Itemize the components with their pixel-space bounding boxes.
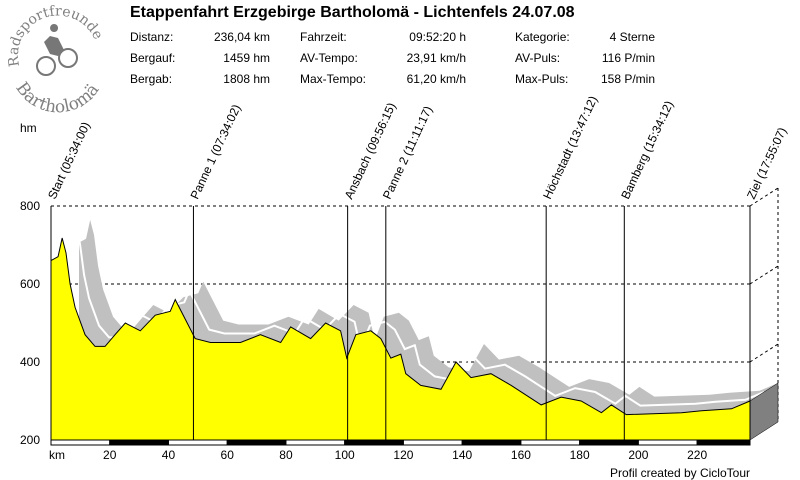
x-axis-segment [285,439,346,446]
x-axis-segment [226,439,287,446]
y-tick-label: 600 [20,277,40,291]
stat-value: 158 P/min [600,72,655,86]
stat-label: Distanz: [130,30,174,44]
logo-text-bottom: Bartholomä [11,79,103,118]
x-axis-segment [50,439,111,446]
cyclist-wheel-icon [58,48,78,68]
stat-value: 236,04 km [213,30,270,44]
x-tick-label: 120 [393,448,413,462]
profile-line [50,237,751,416]
footer-credit: Profil created by CicloTour [610,466,750,480]
marker-label: Bamberg (15:34:12) [618,99,676,202]
x-tick-label: 160 [511,448,531,462]
gridline-depth [749,343,779,363]
page-title: Etappenfahrt Erzgebirge Bartholomä - Lic… [130,4,575,21]
stat-value: 1808 hm [223,72,270,86]
stat-value: 23,91 km/h [406,51,466,65]
marker-label: Start (05:34:00) [45,120,93,201]
x-axis-segment [579,439,639,446]
x-tick-label: 40 [162,448,176,462]
stat-label: Fahrzeit: [300,30,347,44]
stat-label: Bergab: [130,72,173,86]
stat-value: 61,20 km/h [406,72,466,86]
marker-label: Ziel (17:55:07) [744,125,789,201]
x-tick-label: 20 [103,448,117,462]
logo-text-top: Radsportfreunde [6,3,106,67]
cyclist-wheel-icon [36,56,56,76]
x-axis-segment [402,439,463,446]
x-tick-label: 140 [452,448,472,462]
x-tick-label: 80 [279,448,293,462]
marker-label: Höchstadt (13:47:12) [540,94,600,201]
x-axis-segment [696,439,751,446]
x-tick-label: 220 [687,448,707,462]
stat-value: 1459 hm [223,51,270,65]
x-axis-segment [637,439,698,446]
y-tick-label: 400 [20,355,40,369]
stat-label: Kategorie: [515,30,570,44]
y-tick-label: 200 [20,433,40,447]
cyclist-icon [44,24,64,56]
x-tick-label: 200 [628,448,648,462]
x-tick-label: 60 [221,448,235,462]
stat-label: Bergauf: [130,51,176,65]
y-tick-label: 800 [20,199,40,213]
x-axis-segment [520,439,581,446]
y-axis-label: hm [20,121,37,135]
stat-label: AV-Tempo: [300,51,358,65]
x-tick-label: 180 [570,448,590,462]
stat-label: Max-Puls: [515,72,569,86]
stat-value: 116 P/min [601,51,655,65]
x-axis-segment [461,439,522,446]
x-axis-segment [109,439,169,446]
stat-label: AV-Puls: [515,51,561,65]
gridline-depth [749,265,779,285]
stat-value: 4 Sterne [609,30,655,44]
x-axis-label: km [49,448,65,462]
stat-label: Max-Tempo: [300,72,367,86]
x-tick-label: 100 [335,448,355,462]
x-axis-segment [167,439,228,446]
marker-label: Panne 1 (07:34:02) [187,102,243,201]
stat-value: 09:52:20 h [409,30,466,44]
profile-area [51,237,750,440]
x-axis-segment [344,439,404,446]
